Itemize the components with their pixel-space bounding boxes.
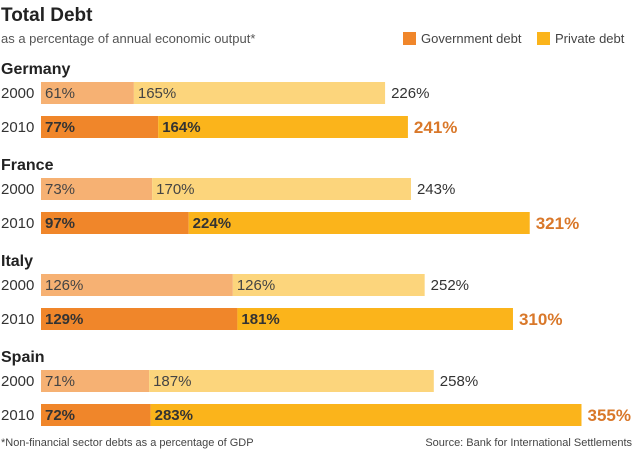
chart-source: Source: Bank for International Settlemen… [425, 437, 632, 449]
bar-private-italy-2010 [237, 308, 513, 330]
bar-government-france-2010 [41, 212, 189, 234]
bar-government-germany-2010 [41, 116, 159, 138]
label-private-france-2010: 224% [193, 215, 231, 232]
group-label-france: France [1, 157, 54, 174]
legend-item-government: Government debt [403, 31, 521, 46]
bar-government-spain-2010 [41, 404, 151, 426]
label-government-france-2010: 97% [45, 215, 75, 232]
label-total-spain-2000: 258% [440, 373, 478, 390]
bar-private-spain-2000 [149, 370, 434, 392]
bar-government-france-2000 [41, 178, 153, 200]
label-total-spain-2010: 355% [587, 406, 630, 425]
label-private-italy-2010: 181% [241, 311, 279, 328]
year-label-germany-2000: 2000 [1, 85, 34, 102]
label-government-italy-2000: 126% [45, 277, 83, 294]
label-government-spain-2010: 72% [45, 407, 75, 424]
label-total-italy-2000: 252% [431, 277, 469, 294]
label-total-france-2010: 321% [536, 214, 579, 233]
legend-label-private: Private debt [555, 31, 625, 46]
chart-subtitle: as a percentage of annual economic outpu… [1, 31, 256, 46]
legend-label-government: Government debt [421, 31, 522, 46]
label-private-italy-2000: 126% [237, 277, 275, 294]
label-total-france-2000: 243% [417, 181, 455, 198]
label-government-france-2000: 73% [45, 181, 75, 198]
label-private-france-2000: 170% [156, 181, 194, 198]
legend-swatch-private [537, 32, 550, 45]
label-private-spain-2000: 187% [153, 373, 191, 390]
label-total-germany-2010: 241% [414, 118, 457, 137]
legend-item-private: Private debt [537, 31, 624, 46]
chart-title: Total Debt [1, 5, 93, 26]
label-private-germany-2010: 164% [162, 119, 200, 136]
bar-private-france-2000 [152, 178, 411, 200]
label-total-germany-2000: 226% [391, 85, 429, 102]
label-government-germany-2010: 77% [45, 119, 75, 136]
label-government-germany-2000: 61% [45, 85, 75, 102]
bar-private-germany-2010 [158, 116, 408, 138]
year-label-italy-2000: 2000 [1, 277, 34, 294]
label-private-spain-2010: 283% [155, 407, 193, 424]
label-government-spain-2000: 71% [45, 373, 75, 390]
year-label-italy-2010: 2010 [1, 311, 34, 328]
year-label-spain-2000: 2000 [1, 373, 34, 390]
label-private-germany-2000: 165% [138, 85, 176, 102]
label-total-italy-2010: 310% [519, 310, 562, 329]
bar-private-spain-2010 [150, 404, 582, 426]
chart-footnote: *Non-financial sector debts as a percent… [1, 437, 254, 449]
group-label-germany: Germany [1, 61, 70, 78]
group-label-italy: Italy [1, 253, 33, 270]
year-label-france-2000: 2000 [1, 181, 34, 198]
year-label-germany-2010: 2010 [1, 119, 34, 136]
legend-swatch-government [403, 32, 416, 45]
bar-private-france-2010 [188, 212, 530, 234]
group-label-spain: Spain [1, 349, 45, 366]
year-label-france-2010: 2010 [1, 215, 34, 232]
bar-government-italy-2010 [41, 308, 238, 330]
bar-government-germany-2000 [41, 82, 134, 104]
label-government-italy-2010: 129% [45, 311, 83, 328]
year-label-spain-2010: 2010 [1, 407, 34, 424]
bar-private-germany-2000 [133, 82, 386, 104]
bar-government-italy-2000 [41, 274, 233, 296]
bar-government-spain-2000 [41, 370, 150, 392]
bar-private-italy-2000 [232, 274, 425, 296]
